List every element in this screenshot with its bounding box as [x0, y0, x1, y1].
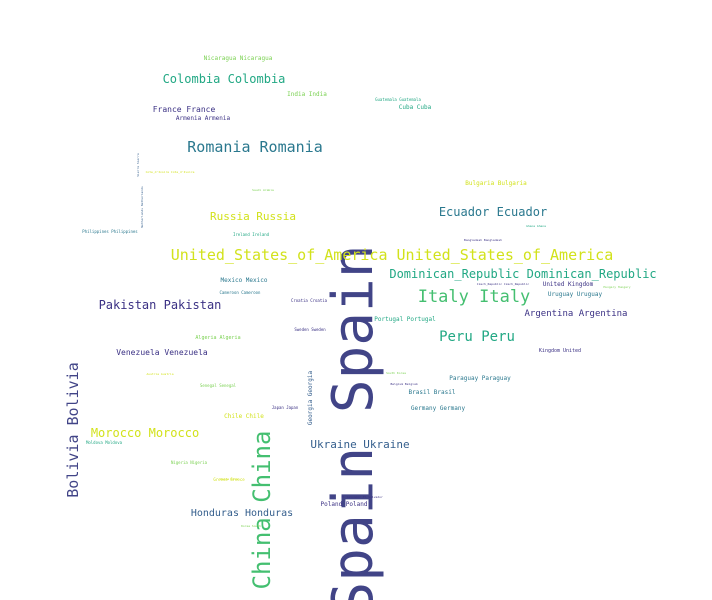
- word-saudi: Saudi Arabia: [252, 188, 274, 192]
- word-sierra: Sierra Sierra: [136, 153, 140, 177]
- word-philippines: Philippines Philippines: [82, 229, 138, 234]
- word-cameroon: Cameroon Cameroon: [220, 290, 262, 295]
- word-morocco: Morocco Morocco: [91, 426, 199, 440]
- word-nicaragua: Nicaragua Nicaragua: [204, 55, 273, 62]
- word-costa: Costa Rica: [220, 477, 238, 481]
- word-korea: Korea South: [241, 524, 261, 528]
- word-armenia: Armenia Armenia: [176, 115, 231, 122]
- word-mexico: Mexico Mexico: [221, 277, 268, 284]
- word-ukraine: Ukraine Ukraine: [310, 438, 409, 451]
- word-china: China China: [248, 431, 276, 590]
- word-germany: Germany Germany: [411, 405, 466, 412]
- word-nigeria: Nigeria Nigeria: [171, 460, 208, 465]
- word-ireland: Ireland Ireland: [233, 232, 270, 237]
- word-peru: Peru Peru: [439, 329, 515, 345]
- word-japan: Japan Japan: [272, 405, 299, 410]
- word-argentina: Argentina Argentina: [525, 309, 628, 319]
- word-hungary: Hungary Hungary: [603, 285, 630, 289]
- word-united: United Kingdom: [543, 281, 594, 288]
- word-brasil: Brasil Brasil: [409, 389, 456, 396]
- word-greece: Greece Greece: [213, 477, 245, 482]
- word-bolivia: Bolivia Bolivia: [64, 362, 82, 497]
- word-senegal: Senegal Senegal: [200, 383, 237, 388]
- word-moldova: Moldova Moldova: [86, 440, 123, 445]
- word-algeria: Algeria Algeria: [195, 335, 240, 341]
- word-ecuador: Ecuador Ecuador: [439, 205, 547, 219]
- word-spain: Spain Spain: [321, 245, 386, 600]
- word-guatemala: Guatemala Guatemala: [375, 97, 421, 102]
- word-sweden: Sweden Sweden: [294, 327, 326, 332]
- word-czech-republic: Czech_Republic Czech_Republic: [477, 282, 530, 286]
- word-belgium: Belgium Belgium: [390, 382, 417, 386]
- word-portugal: Portugal Portugal: [374, 316, 436, 323]
- word-pakistan: Pakistan Pakistan: [99, 298, 222, 312]
- word-dominican-republic: Dominican_Republic Dominican_Republic: [389, 267, 656, 281]
- word-italy: Italy Italy: [418, 287, 531, 307]
- word-honduras: Honduras Honduras: [191, 508, 293, 519]
- word-kingdom: Kingdom United: [539, 348, 581, 354]
- word-romania: Romania Romania: [187, 138, 322, 156]
- word-cote-d-ivoire: Cote_d'Ivoire Cote_d'Ivoire: [146, 170, 195, 174]
- word-poland: Poland Poland: [321, 501, 368, 508]
- word-south: South Korea: [386, 371, 406, 375]
- word-france: France France: [153, 105, 216, 114]
- word-netherlands: Netherlands Netherlands: [140, 186, 144, 228]
- word-united-states-of-america: United_States_of_America United_States_o…: [171, 246, 614, 264]
- word-ghana: Ghana Ghana: [526, 224, 546, 228]
- word-el-salvador: El_Salvador El_Salvador: [341, 495, 383, 499]
- word-chile: Chile Chile: [224, 413, 264, 420]
- word-venezuela: Venezuela Venezuela: [116, 348, 208, 357]
- word-india: India India: [287, 91, 327, 98]
- word-cuba: Cuba Cuba: [399, 104, 432, 111]
- word-bulgaria: Bulgaria Bulgaria: [465, 180, 527, 187]
- word-austria: Austria Austria: [146, 372, 173, 376]
- word-russia: Russia Russia: [210, 210, 296, 223]
- word-colombia: Colombia Colombia: [163, 72, 286, 86]
- word-croatia: Croatia Croatia: [291, 298, 328, 303]
- word-uruguay: Uruguay Uruguay: [548, 291, 603, 298]
- word-paraguay: Paraguay Paraguay: [449, 375, 511, 382]
- word-georgia: Georgia Georgia: [307, 371, 314, 426]
- word-bangladesh: Bangladesh Bangladesh: [464, 238, 502, 242]
